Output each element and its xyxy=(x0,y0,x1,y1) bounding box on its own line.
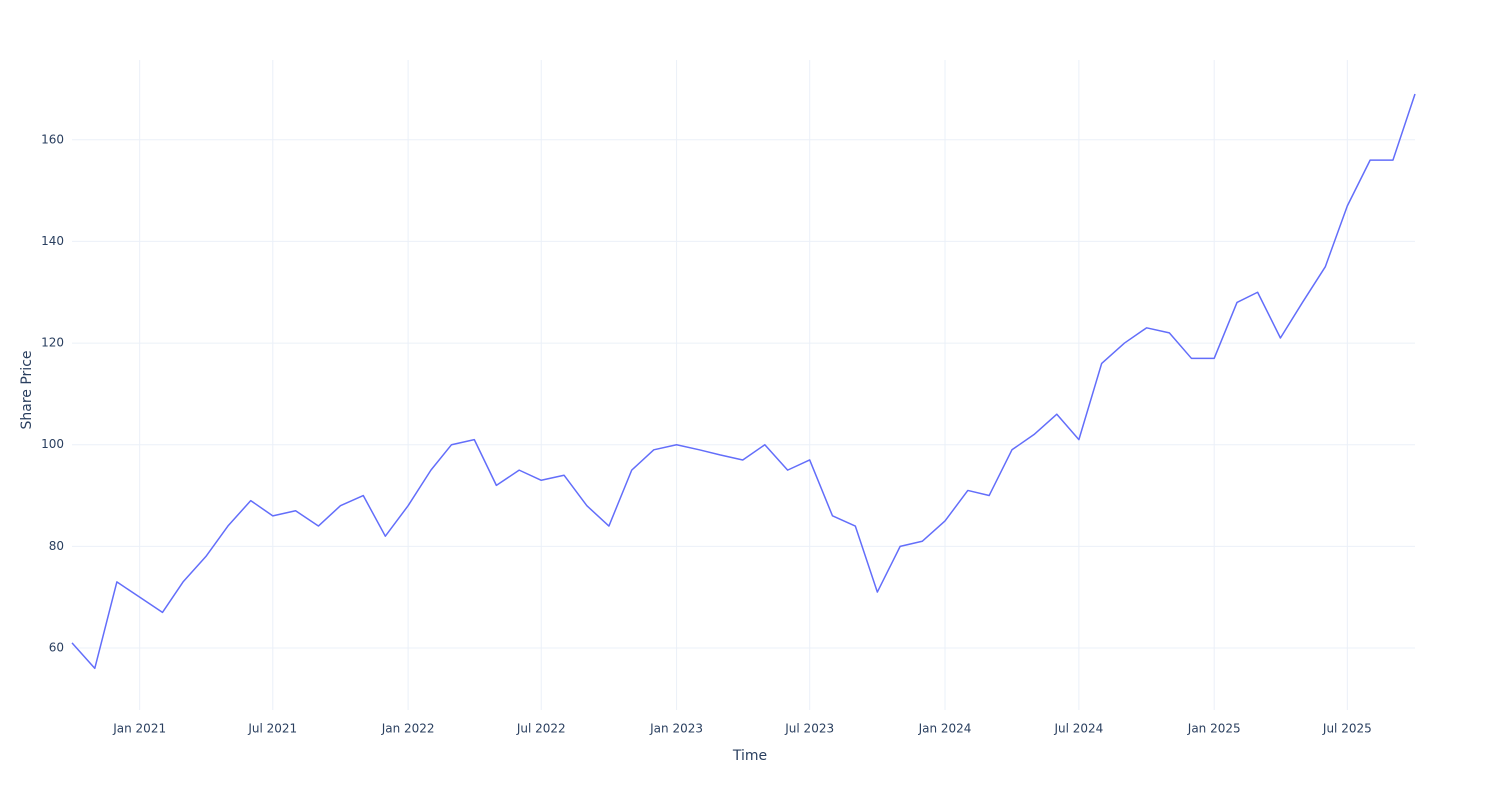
x-axis-title: Time xyxy=(732,748,767,764)
x-tick-label: Jul 2021 xyxy=(247,722,297,736)
y-tick-label: 60 xyxy=(49,640,64,654)
price-line xyxy=(71,93,1416,670)
x-tick-label: Jan 2023 xyxy=(649,722,703,736)
x-tick-label: Jan 2021 xyxy=(112,722,166,736)
x-tick-label: Jul 2024 xyxy=(1053,722,1103,736)
y-tick-label: 140 xyxy=(41,234,64,248)
y-tick-label: 160 xyxy=(41,132,64,146)
x-tick-label: Jul 2023 xyxy=(784,722,834,736)
x-tick-label: Jan 2024 xyxy=(918,722,972,736)
y-tick-label: 80 xyxy=(49,539,64,553)
x-tick-label: Jan 2025 xyxy=(1187,722,1241,736)
y-tick-label: 120 xyxy=(41,336,64,350)
x-tick-label: Jul 2022 xyxy=(516,722,566,736)
x-tick-label: Jul 2025 xyxy=(1322,722,1372,736)
y-tick-label: 100 xyxy=(41,437,64,451)
x-tick-label: Jan 2022 xyxy=(381,722,435,736)
y-axis-title: Share Price xyxy=(19,350,35,429)
